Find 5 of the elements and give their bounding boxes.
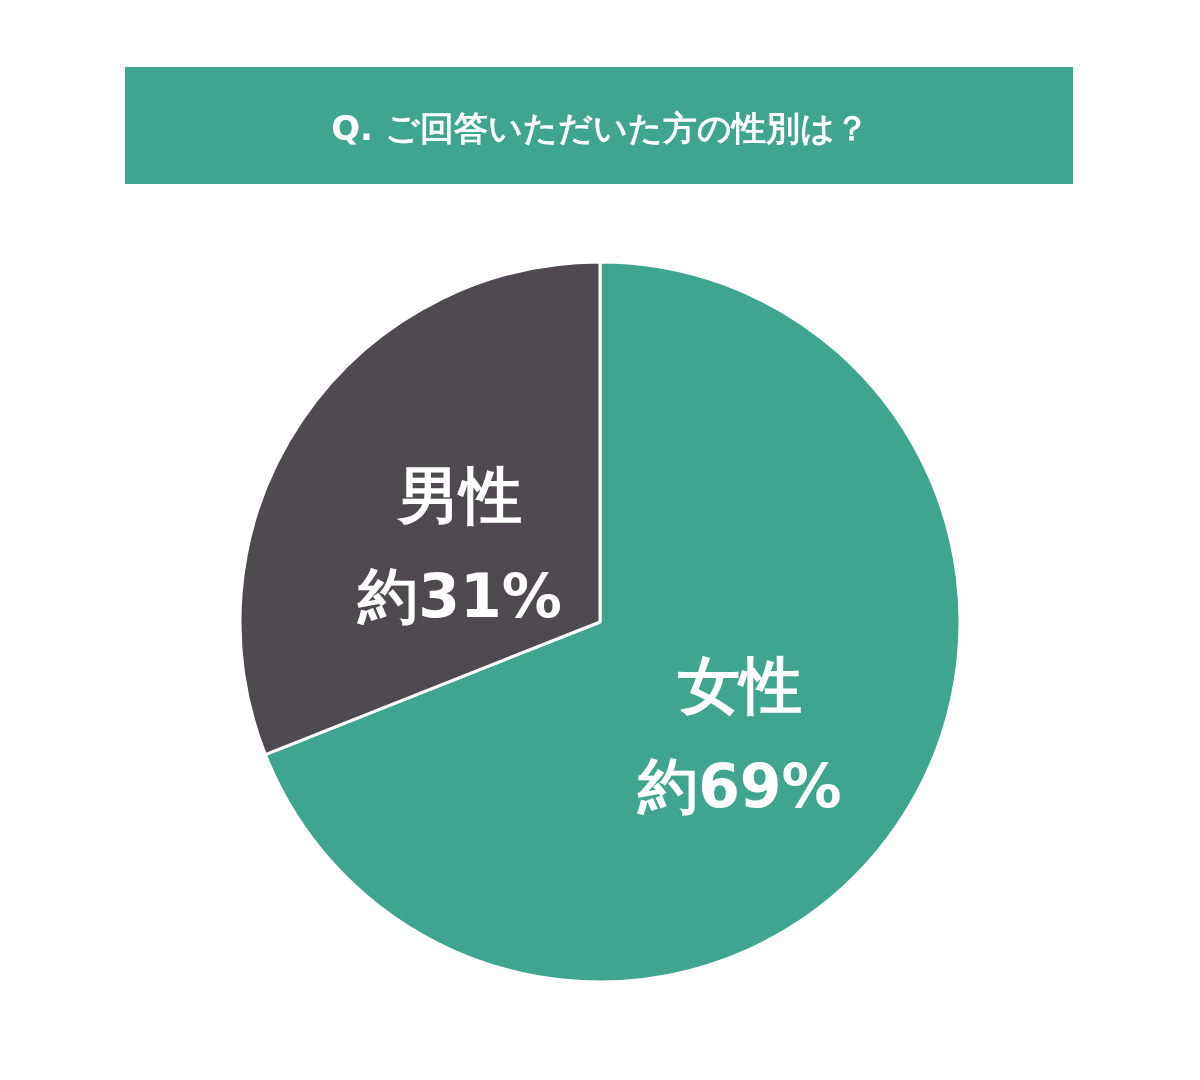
slice-label: 女性 <box>677 649 802 723</box>
data-label: 約31% <box>357 560 562 631</box>
data-label: 約69% <box>637 751 842 822</box>
chart-title: Q. ご回答いただいた方の性別は？ <box>331 108 869 148</box>
slice-label: 男性 <box>396 458 523 532</box>
